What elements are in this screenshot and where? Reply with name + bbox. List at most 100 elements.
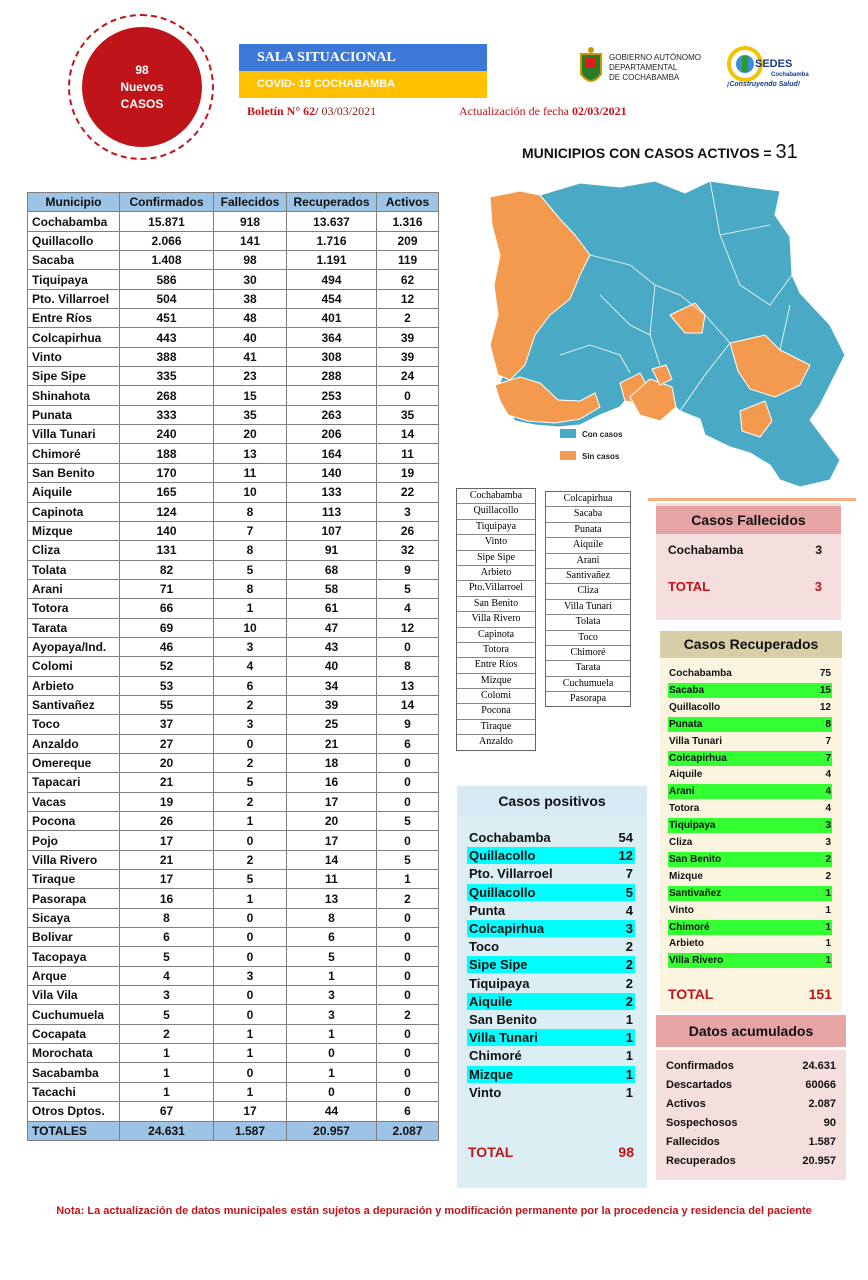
table-cell: 3 <box>376 501 439 522</box>
active-list-item: Cliza <box>546 584 630 600</box>
table-row: Arbieto 53 6 34 13 <box>27 675 439 696</box>
table-cell: Pasorapa <box>27 888 120 909</box>
government-shield-icon <box>580 47 602 82</box>
update-info: Actualización de fecha 02/03/2021 <box>459 104 627 119</box>
positives-row: Punta 4 <box>467 902 635 919</box>
positives-total-row: TOTAL 98 <box>468 1144 634 1160</box>
table-cell: 6 <box>376 1101 439 1122</box>
table-cell: 3 <box>213 965 287 987</box>
recovered-row-name: Arbieto <box>669 938 704 950</box>
recovered-row-value: 8 <box>825 718 831 730</box>
table-cell: 17 <box>119 830 214 851</box>
table-cell: Chimoré <box>27 443 120 464</box>
table-cell: 2 <box>376 888 439 909</box>
positives-row-name: Toco <box>469 939 500 955</box>
table-cell: 3 <box>286 1004 377 1025</box>
table-row: Entre Ríos 451 48 401 2 <box>27 308 439 329</box>
positives-row-name: Pto. Villarroel <box>469 866 553 882</box>
positives-row: Vinto 1 <box>467 1084 635 1101</box>
table-cell: 2 <box>213 694 287 716</box>
table-row: Tarata 69 10 47 12 <box>27 617 439 638</box>
active-list-item: Anzaldo <box>479 736 513 748</box>
deaths-title: Casos Fallecidos <box>656 506 841 534</box>
positives-row: Quillacollo 5 <box>467 883 635 901</box>
positives-row-name: San Benito <box>469 1012 537 1027</box>
recovered-row-name: Cliza <box>669 837 693 848</box>
table-cell: 21 <box>119 772 214 793</box>
table-cell: 23 <box>213 366 287 387</box>
table-cell: 4 <box>119 965 214 987</box>
table-cell: Morochata <box>27 1043 120 1064</box>
table-cell: 268 <box>119 385 214 406</box>
table-cell: 263 <box>286 404 377 426</box>
positives-title: Casos positivos <box>457 786 647 816</box>
active-list-item: Cuchumuela <box>546 677 630 693</box>
table-row: Pocona 26 1 20 5 <box>27 810 439 832</box>
accumulated-row: Activos 2.087 <box>666 1095 836 1114</box>
recovered-row-value: 7 <box>825 735 831 747</box>
table-cell: 6 <box>376 733 439 754</box>
recovered-title: Casos Recuperados <box>660 631 842 658</box>
table-cell: 98 <box>213 250 287 271</box>
accumulated-row-value: 1.587 <box>808 1136 836 1148</box>
table-cell: Tarata <box>27 617 120 638</box>
table-cell: 5 <box>213 772 287 793</box>
table-cell: 4 <box>376 598 439 619</box>
table-cell: Colomi <box>27 656 120 677</box>
table-cell: 1.716 <box>286 230 377 252</box>
map-region-without-cases-northwest <box>489 190 591 381</box>
table-row: Totora 66 1 61 4 <box>27 598 439 619</box>
map-legend-without-cases: Sin casos <box>582 452 620 461</box>
table-cell: 8 <box>119 907 214 929</box>
map-region-without-cases-west <box>494 376 601 424</box>
government-logo-text: GOBIERNO AUTÓNOMO DEPARTAMENTAL DE COCHA… <box>609 53 701 83</box>
table-cell: 0 <box>376 830 439 851</box>
recovered-row-value: 12 <box>819 701 831 713</box>
table-cell: 14 <box>376 424 439 445</box>
recovered-row: Chimoré 1 <box>668 919 832 935</box>
positives-row-name: Vinto <box>469 1084 502 1100</box>
recovered-row-name: Tiquipaya <box>669 820 716 832</box>
active-list-item: Pasorapa <box>569 693 607 705</box>
table-cell: 388 <box>119 346 214 368</box>
table-cell: 0 <box>376 636 439 658</box>
accumulated-row-name: Sospechosos <box>666 1117 738 1129</box>
update-date: 02/03/2021 <box>571 104 627 118</box>
totals-cell: 24.631 <box>119 1120 214 1141</box>
positives-row-value: 2 <box>625 993 633 1009</box>
table-cell: Tacachi <box>27 1081 120 1103</box>
table-cell: 22 <box>376 482 439 503</box>
accumulated-row-value: 20.957 <box>802 1155 836 1167</box>
active-list-item: Quillacollo <box>457 504 535 520</box>
table-cell: 119 <box>376 250 439 271</box>
positives-row-name: Tiquipaya <box>469 975 530 991</box>
positives-row-value: 2 <box>625 957 633 973</box>
table-cell: 9 <box>376 714 439 735</box>
table-cell: 0 <box>376 927 439 948</box>
sedes-slogan: ¡Construyendo Salud! <box>727 81 801 88</box>
active-list-item: Tarata <box>546 661 630 677</box>
positives-row: Mizque 1 <box>467 1065 635 1083</box>
table-cell: 0 <box>286 1081 377 1103</box>
positives-row: Colcapirhua 3 <box>467 920 635 937</box>
table-cell: 141 <box>213 230 287 252</box>
table-cell: 165 <box>119 482 214 503</box>
table-cell: 43 <box>286 636 377 658</box>
table-cell: Tolata <box>27 559 120 580</box>
table-cell: Shinahota <box>27 385 120 406</box>
recovered-row-name: Aiquile <box>669 769 703 781</box>
positives-row-name: Cochabamba <box>469 830 551 845</box>
table-cell: 40 <box>213 327 287 348</box>
table-cell: 15 <box>213 385 287 406</box>
table-cell: 16 <box>286 772 377 793</box>
table-cell: 0 <box>213 985 287 1006</box>
map-legend-with-cases: Con casos <box>582 430 623 439</box>
table-cell: 0 <box>376 791 439 813</box>
table-cell: Sacaba <box>27 250 120 271</box>
divider-line <box>648 498 856 501</box>
table-cell: 5 <box>213 869 287 890</box>
table-cell: 11 <box>376 443 439 464</box>
recovered-row-value: 1 <box>825 955 831 967</box>
recovered-row-name: Vinto <box>669 904 694 916</box>
table-cell: 494 <box>286 269 377 290</box>
